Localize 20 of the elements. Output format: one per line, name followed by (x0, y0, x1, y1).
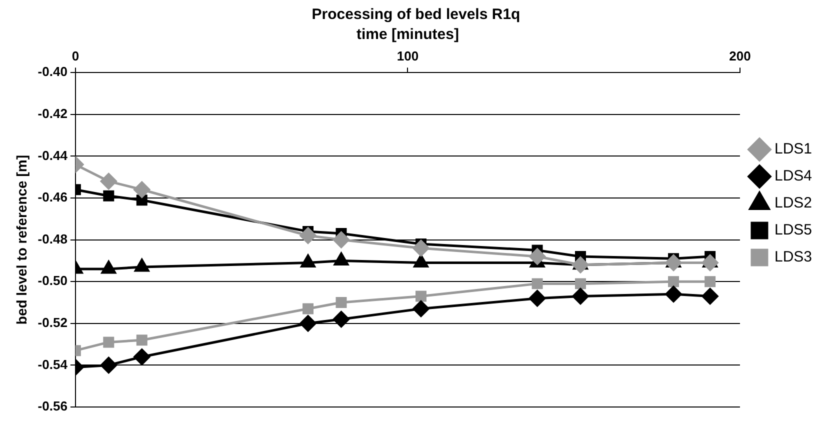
y-axis-title: bed level to reference [m] (13, 154, 30, 325)
y-tick-label: -0.52 (38, 314, 68, 330)
y-tick-label: -0.40 (38, 64, 68, 80)
y-tick-label: -0.54 (38, 356, 68, 372)
y-tick-label: -0.50 (38, 273, 68, 288)
legend-label: LDS3 (774, 248, 812, 266)
chart-title: Processing of bed levels R1q (312, 6, 520, 24)
y-tick-label: -0.48 (38, 231, 68, 246)
y-tick-label: -0.46 (38, 190, 68, 205)
legend-label: LDS5 (774, 222, 812, 239)
legend-label: LDS2 (774, 194, 812, 212)
y-tick-label: -0.42 (38, 106, 68, 121)
x-tick-label: 0 (72, 48, 80, 64)
x-tick-label: 100 (396, 48, 419, 64)
legend-label: LDS4 (774, 168, 812, 185)
legend-label: LDS1 (774, 140, 812, 158)
x-tick-label: 200 (729, 48, 751, 64)
y-tick-label: -0.44 (38, 148, 68, 163)
x-axis-title: time [minutes] (356, 26, 459, 44)
y-tick-label: -0.56 (38, 398, 68, 414)
